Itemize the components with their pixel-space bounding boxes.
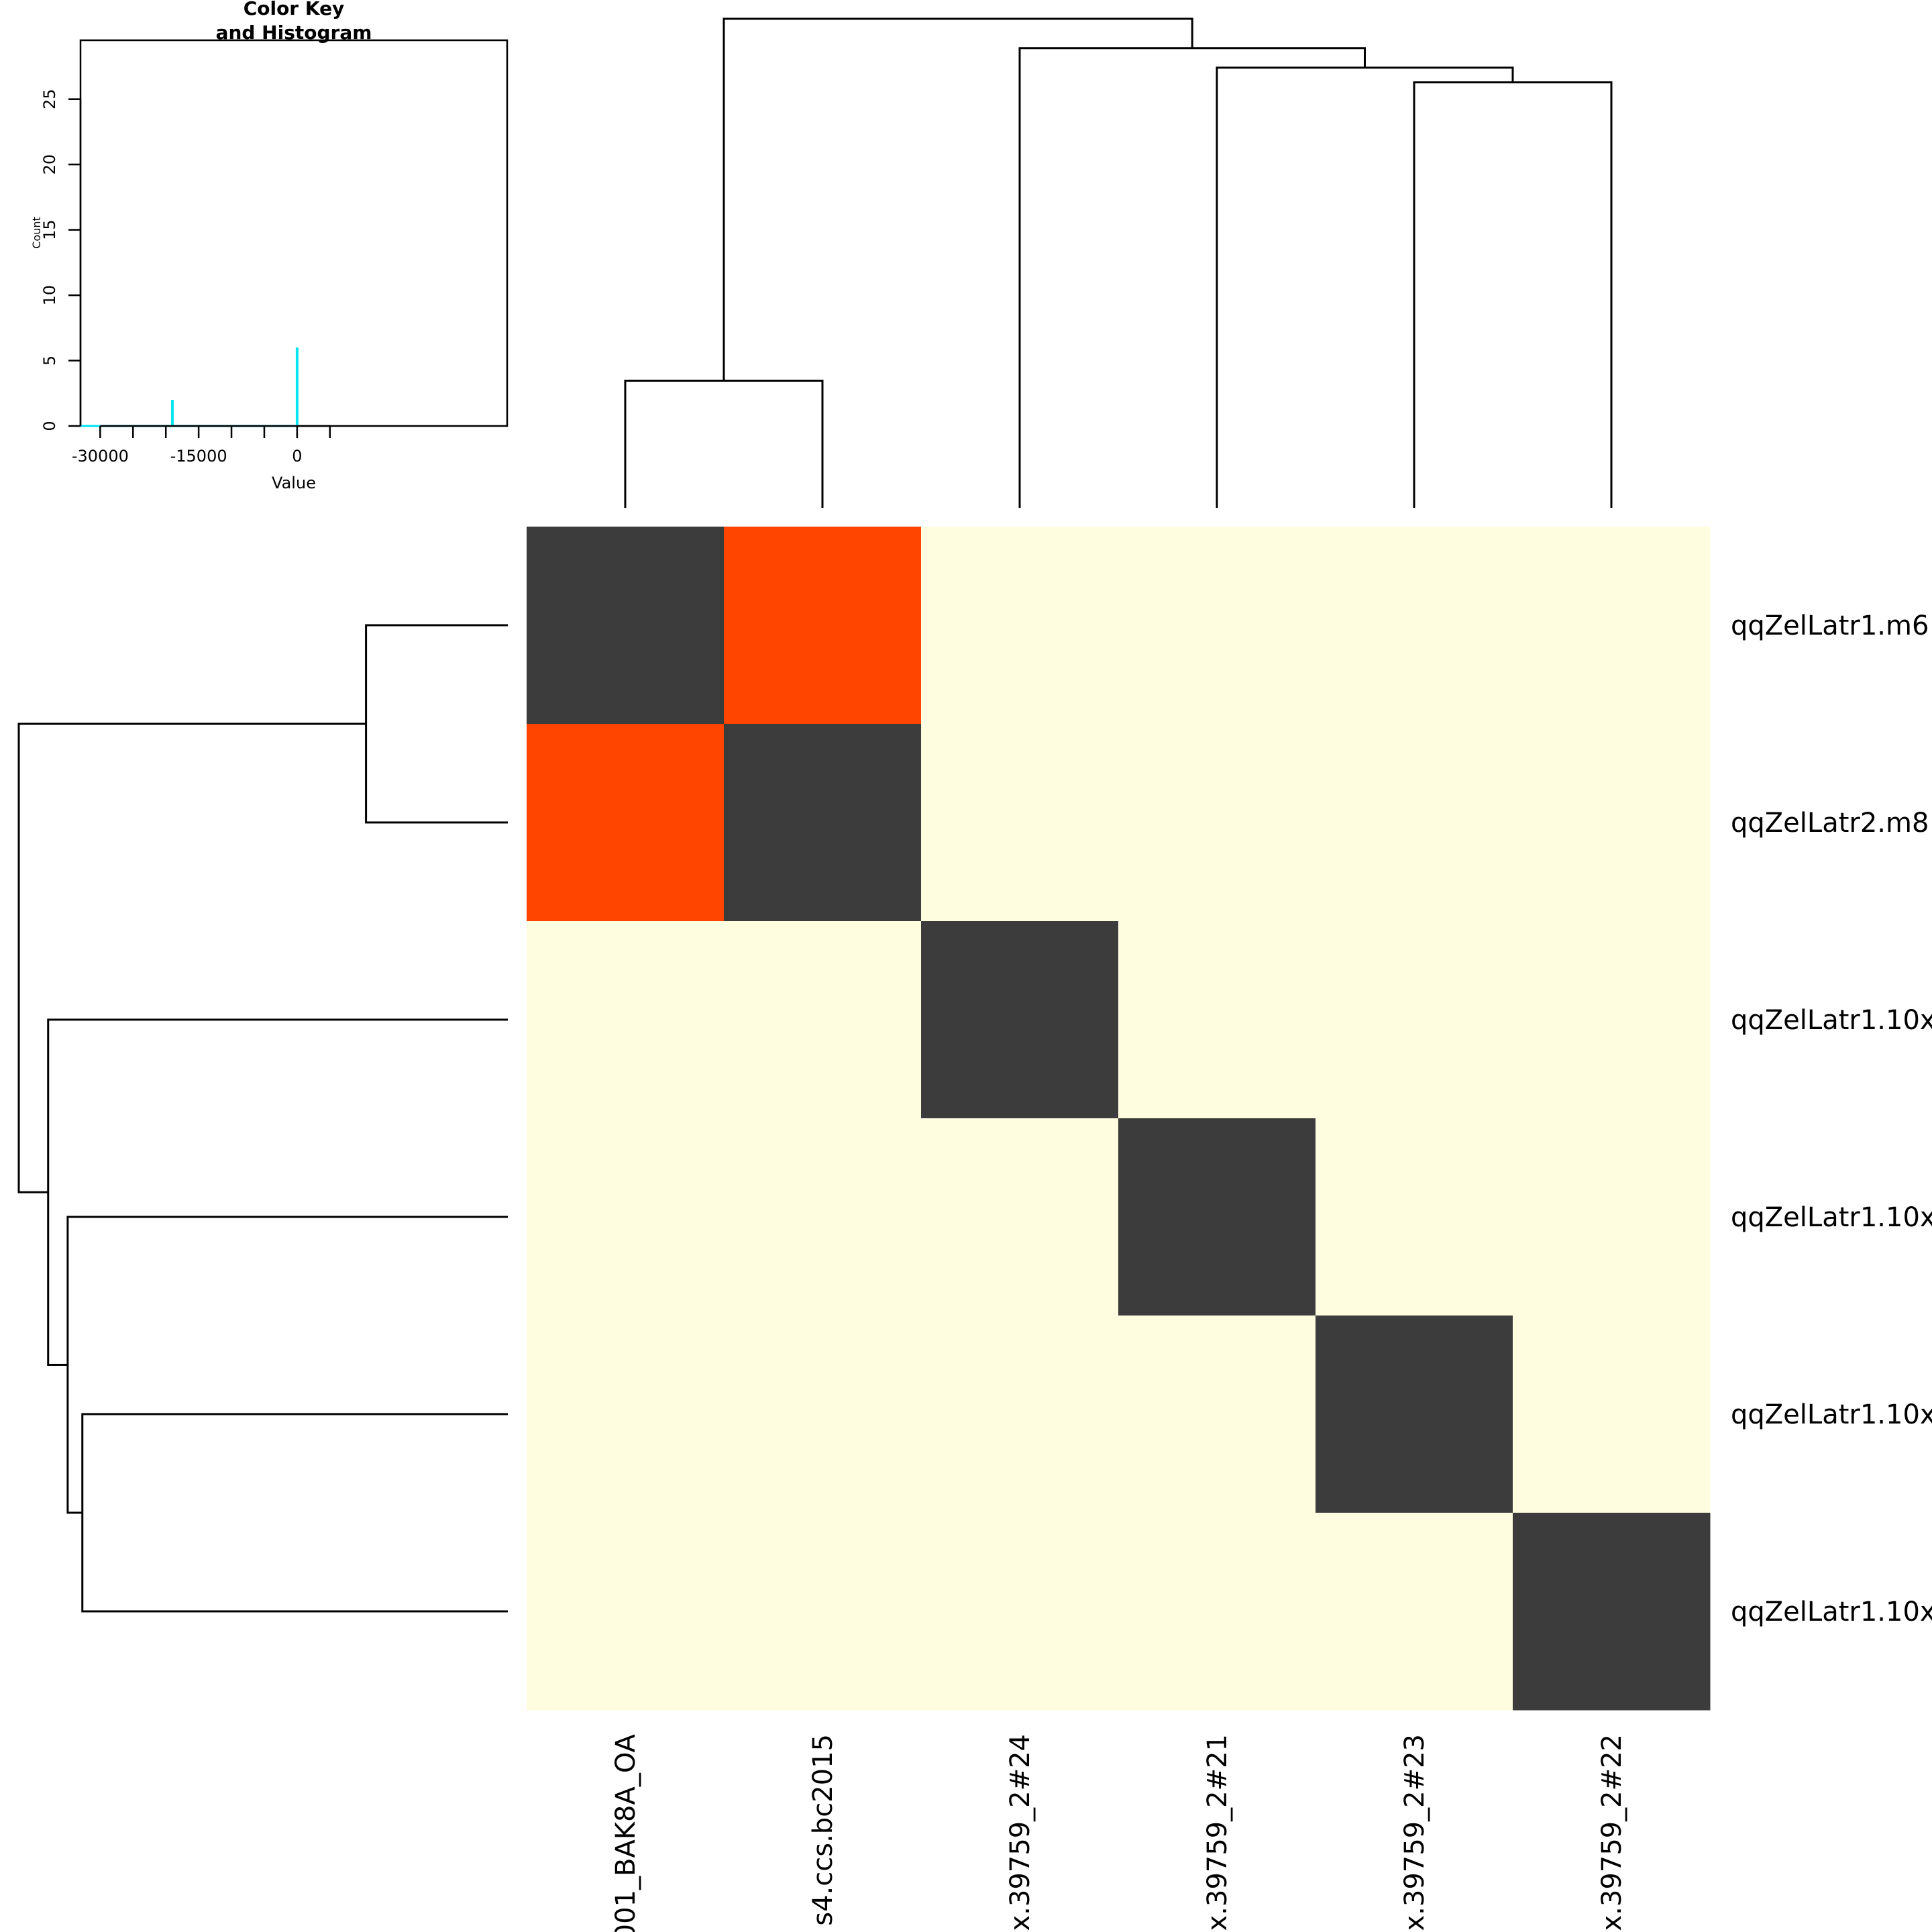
row-labels: qqZelLatr1.m6 qqZelLatr2.m8 qqZelLatr1.10x… bbox=[1731, 610, 1932, 1627]
histogram-y-tick-label: 5 bbox=[40, 356, 59, 366]
histogram-y-tick-label: 20 bbox=[40, 154, 59, 175]
row-dendrogram-link bbox=[365, 624, 508, 824]
column-label: x.39759_2#23 bbox=[1399, 1734, 1430, 1931]
heatmap-cell-r1-c2 bbox=[921, 724, 1119, 922]
heatmap-cell-r4-c0 bbox=[527, 1316, 724, 1513]
row-dendrogram-link bbox=[47, 1018, 508, 1366]
heatmap-cell-r3-c4 bbox=[1316, 1118, 1513, 1316]
heatmap-cell-r0-c1 bbox=[724, 527, 922, 724]
column-dendrogram-link bbox=[1216, 66, 1514, 508]
heatmap-cell-r4-c3 bbox=[1118, 1316, 1316, 1513]
column-label: x.39759_2#21 bbox=[1202, 1734, 1233, 1931]
heatmap-cell-r4-c1 bbox=[724, 1316, 922, 1513]
heatmap-cell-r1-c5 bbox=[1513, 724, 1711, 922]
heatmap-cell-r2-c1 bbox=[724, 921, 922, 1119]
color-key-frame bbox=[79, 39, 508, 427]
heatmap-cell-r1-c4 bbox=[1316, 724, 1513, 922]
color-key-ylabel: Count bbox=[30, 217, 43, 249]
histogram-x-tick-label: -30000 bbox=[72, 447, 129, 466]
histogram-y-tick-label: 15 bbox=[40, 219, 59, 240]
heatmap-cell-r5-c4 bbox=[1316, 1513, 1513, 1711]
color-key-title-line2: and Histogram bbox=[216, 21, 372, 44]
heatmap-cell-r4-c4 bbox=[1316, 1316, 1513, 1513]
heatmap-cell-r0-c2 bbox=[921, 527, 1119, 724]
heatmap-cell-r2-c5 bbox=[1513, 921, 1711, 1119]
row-label: qqZelLatr2.m8 bbox=[1731, 808, 1929, 839]
heatmap-cell-r4-c5 bbox=[1513, 1316, 1711, 1513]
column-dendrogram-link bbox=[722, 17, 1193, 381]
histogram-x-tick-label: 0 bbox=[292, 447, 302, 466]
heatmap-cells bbox=[527, 527, 1711, 1711]
column-label: 001_BAK8A_OA bbox=[610, 1733, 641, 1932]
heatmap-cell-r5-c2 bbox=[921, 1513, 1119, 1711]
heatmap-cell-r0-c4 bbox=[1316, 527, 1513, 724]
column-label: x.39759_2#22 bbox=[1597, 1734, 1627, 1931]
column-dendrogram-link bbox=[1018, 47, 1366, 508]
heatmap-cell-r3-c5 bbox=[1513, 1118, 1711, 1316]
histogram-axes: -30000 -15000 0 0 5 10 15 20 25 bbox=[40, 89, 331, 466]
column-dendrogram-link bbox=[1413, 81, 1613, 508]
heatmap-cell-r3-c3 bbox=[1118, 1118, 1316, 1316]
heatmap-cell-r5-c5 bbox=[1513, 1513, 1711, 1711]
heatmap-cell-r0-c3 bbox=[1118, 527, 1316, 724]
row-label: qqZelLatr1.10x bbox=[1731, 1399, 1932, 1430]
heatmap-cell-r1-c1 bbox=[724, 724, 922, 922]
heatmap-cell-r1-c0 bbox=[527, 724, 724, 922]
histogram-y-tick-label: 25 bbox=[40, 89, 59, 109]
histogram-bars bbox=[80, 347, 299, 427]
color-key-xlabel: Value bbox=[272, 474, 316, 492]
heatmap-cell-r3-c0 bbox=[527, 1118, 724, 1316]
column-label: x.39759_2#24 bbox=[1005, 1734, 1036, 1931]
heatmap-cell-r3-c2 bbox=[921, 1118, 1119, 1316]
heatmap-cell-r1-c3 bbox=[1118, 724, 1316, 922]
row-dendrogram bbox=[17, 624, 508, 1613]
row-dendrogram-link bbox=[66, 1216, 508, 1514]
heatmap-cell-r0-c0 bbox=[527, 527, 724, 724]
heatmap-cell-r2-c0 bbox=[527, 921, 724, 1119]
heatmap-cell-r2-c3 bbox=[1118, 921, 1316, 1119]
row-label: qqZelLatr1.10x bbox=[1731, 1597, 1932, 1627]
row-label: qqZelLatr1.10x bbox=[1731, 1202, 1932, 1233]
row-dendrogram-link bbox=[17, 722, 366, 1193]
heatmap-cell-r5-c3 bbox=[1118, 1513, 1316, 1711]
color-key-panel: Color Key and Histogram Value Count -300… bbox=[30, 0, 508, 492]
row-label: qqZelLatr1.10x bbox=[1731, 1005, 1932, 1036]
color-key-title-line1: Color Key bbox=[244, 0, 345, 19]
histogram-x-tick-label: -15000 bbox=[170, 447, 227, 466]
column-label: s4.ccs.bc2015 bbox=[808, 1734, 839, 1926]
row-label: qqZelLatr1.m6 bbox=[1731, 610, 1929, 641]
column-dendrogram bbox=[624, 17, 1613, 508]
histogram-y-tick-label: 10 bbox=[40, 285, 59, 306]
heatmap-cell-r5-c0 bbox=[527, 1513, 724, 1711]
heatmap-cell-r3-c1 bbox=[724, 1118, 922, 1316]
column-labels: 001_BAK8A_OA s4.ccs.bc2015 x.39759_2#24 x.3… bbox=[610, 1733, 1627, 1932]
row-dendrogram-link bbox=[81, 1413, 508, 1613]
heatmap-cell-r0-c5 bbox=[1513, 527, 1711, 724]
column-dendrogram-link bbox=[624, 379, 824, 508]
heatmap-cell-r5-c1 bbox=[724, 1513, 922, 1711]
heatmap-cell-r4-c2 bbox=[921, 1316, 1119, 1513]
heatmap-cell-r2-c2 bbox=[921, 921, 1119, 1119]
heatmap-cell-r2-c4 bbox=[1316, 921, 1513, 1119]
histogram-y-tick-label: 0 bbox=[40, 421, 59, 431]
